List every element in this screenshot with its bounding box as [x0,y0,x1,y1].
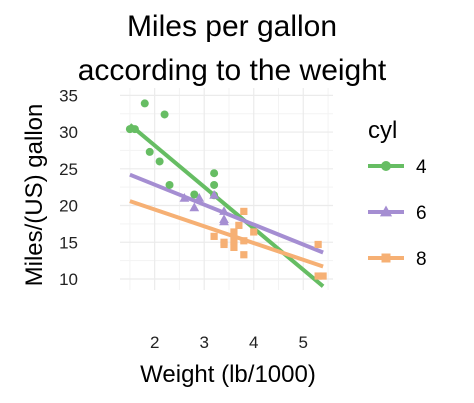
x-tick-label: 4 [249,333,258,352]
y-tick-label: 10 [59,270,78,289]
y-tick-label: 15 [59,233,78,252]
point-cyl-8 [240,251,248,259]
point-cyl-4 [165,180,174,189]
point-cyl-8 [240,237,248,245]
chart-title-line-1: Miles per gallon [127,10,337,43]
legend-label-cyl-8: 8 [416,249,427,270]
point-cyl-4 [155,157,164,166]
legend: 4 6 8 [368,157,427,270]
point-cyl-8 [230,237,238,245]
point-cyl-8 [314,272,322,280]
point-cyl-4 [190,190,199,199]
point-cyl-4 [210,180,219,189]
grid [120,88,333,290]
point-cyl-6 [219,216,229,226]
y-tick-label: 25 [59,160,78,179]
point-cyl-8 [314,240,322,249]
point-cyl-6 [189,202,200,212]
legend-label-cyl-4: 4 [416,157,427,178]
y-tick-label: 30 [59,123,78,142]
point-cyl-4 [130,125,139,134]
point-cyl-8 [210,232,218,240]
y-axis-title: Miles/(US) gallon [21,104,48,287]
point-cyl-4 [145,147,154,156]
x-tick-label: 5 [299,333,308,352]
legend-key-marker-cyl-6 [379,205,393,217]
fit-line-cyl-4 [128,123,325,288]
chart-title-line-2: according to the weight [78,54,387,87]
point-cyl-8 [235,221,243,229]
y-tick-label: 20 [59,197,78,216]
legend-label-cyl-6: 6 [416,203,427,224]
point-cyl-6 [179,192,190,202]
point-cyl-6 [194,192,205,202]
data-points [125,99,327,280]
point-cyl-8 [230,243,238,251]
x-tick-label: 3 [199,333,208,352]
point-cyl-8 [250,228,258,236]
legend-title: cyl [368,117,397,144]
legend-key-marker-cyl-4 [381,161,391,171]
point-cyl-6 [209,190,219,199]
x-tick-labels: 2 3 4 5 [150,333,308,352]
legend-key-marker-cyl-8 [381,253,391,263]
point-cyl-4 [160,110,169,119]
x-axis-title: Weight (lb/1000) [140,361,316,388]
fit-line-cyl-8 [129,199,324,269]
point-cyl-8 [240,207,248,216]
point-cyl-8 [220,240,228,249]
point-cyl-4 [210,169,219,178]
point-cyl-8 [230,228,238,236]
y-tick-labels: 10 15 20 25 30 35 [59,86,78,289]
point-cyl-8 [319,272,327,280]
point-cyl-6 [219,206,229,215]
y-tick-label: 35 [59,86,78,105]
point-cyl-4 [140,99,149,108]
x-tick-label: 2 [150,333,159,352]
